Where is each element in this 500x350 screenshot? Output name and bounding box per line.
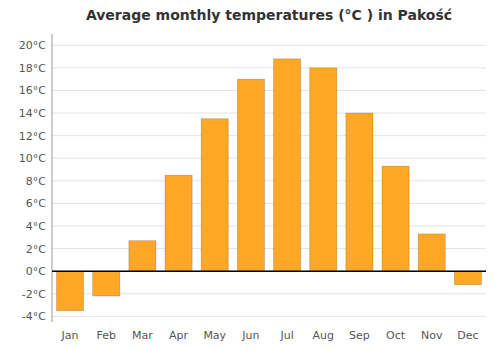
y-tick-label: 8°C	[26, 175, 46, 188]
bar	[93, 271, 120, 296]
grid-line	[52, 226, 486, 227]
grid-line	[52, 316, 486, 317]
bar	[382, 166, 409, 271]
bar	[201, 119, 228, 271]
x-tick-label: Jun	[241, 329, 259, 342]
chart: Average monthly temperatures (°C ) in Pa…	[0, 0, 500, 350]
zero-line	[52, 270, 486, 272]
y-tick-label: 4°C	[26, 220, 46, 233]
grid-line	[52, 45, 486, 46]
bar	[418, 234, 445, 271]
x-tick-label: Oct	[386, 329, 406, 342]
x-tick-label: Apr	[169, 329, 189, 342]
y-tick-label: 12°C	[19, 130, 46, 143]
grid-line	[52, 158, 486, 159]
x-tick-label: Sep	[349, 329, 370, 342]
bar	[454, 271, 481, 285]
y-tick-label: 0°C	[26, 265, 46, 278]
grid-line	[52, 203, 486, 204]
bar	[129, 241, 156, 271]
x-tick-label: Aug	[313, 329, 334, 342]
y-tick-label: 2°C	[26, 243, 46, 256]
x-tick-label: Jul	[279, 329, 293, 342]
grid-line	[52, 135, 486, 136]
y-tick-label: 6°C	[26, 197, 46, 210]
y-tick-label: 10°C	[19, 152, 46, 165]
bar	[274, 59, 301, 271]
x-tick-label: Nov	[421, 329, 443, 342]
y-tick-label: 20°C	[19, 39, 46, 52]
bar	[310, 68, 337, 271]
grid-line	[52, 271, 486, 272]
x-tick-label: Dec	[457, 329, 478, 342]
grid-line	[52, 180, 486, 181]
y-tick-label: 18°C	[19, 62, 46, 75]
bar	[346, 113, 373, 271]
x-tick-label: Feb	[97, 329, 116, 342]
grid-line	[52, 67, 486, 68]
grid-line	[52, 90, 486, 91]
x-tick-label: May	[203, 329, 226, 342]
y-tick-label: 14°C	[19, 107, 46, 120]
grid-line	[52, 113, 486, 114]
x-tick-label: Jan	[61, 329, 79, 342]
bar	[165, 175, 192, 271]
x-tick-label: Mar	[132, 329, 153, 342]
bar	[57, 271, 84, 311]
y-tick-label: -2°C	[22, 288, 46, 301]
grid	[52, 45, 486, 316]
title: Average monthly temperatures (°C ) in Pa…	[86, 7, 452, 23]
bars	[57, 59, 482, 311]
bar	[237, 79, 264, 271]
y-axis-line	[52, 34, 53, 322]
chart-container: Average monthly temperatures (°C ) in Pa…	[0, 0, 500, 350]
y-tick-label: -4°C	[22, 310, 46, 323]
y-tick-label: 16°C	[19, 84, 46, 97]
